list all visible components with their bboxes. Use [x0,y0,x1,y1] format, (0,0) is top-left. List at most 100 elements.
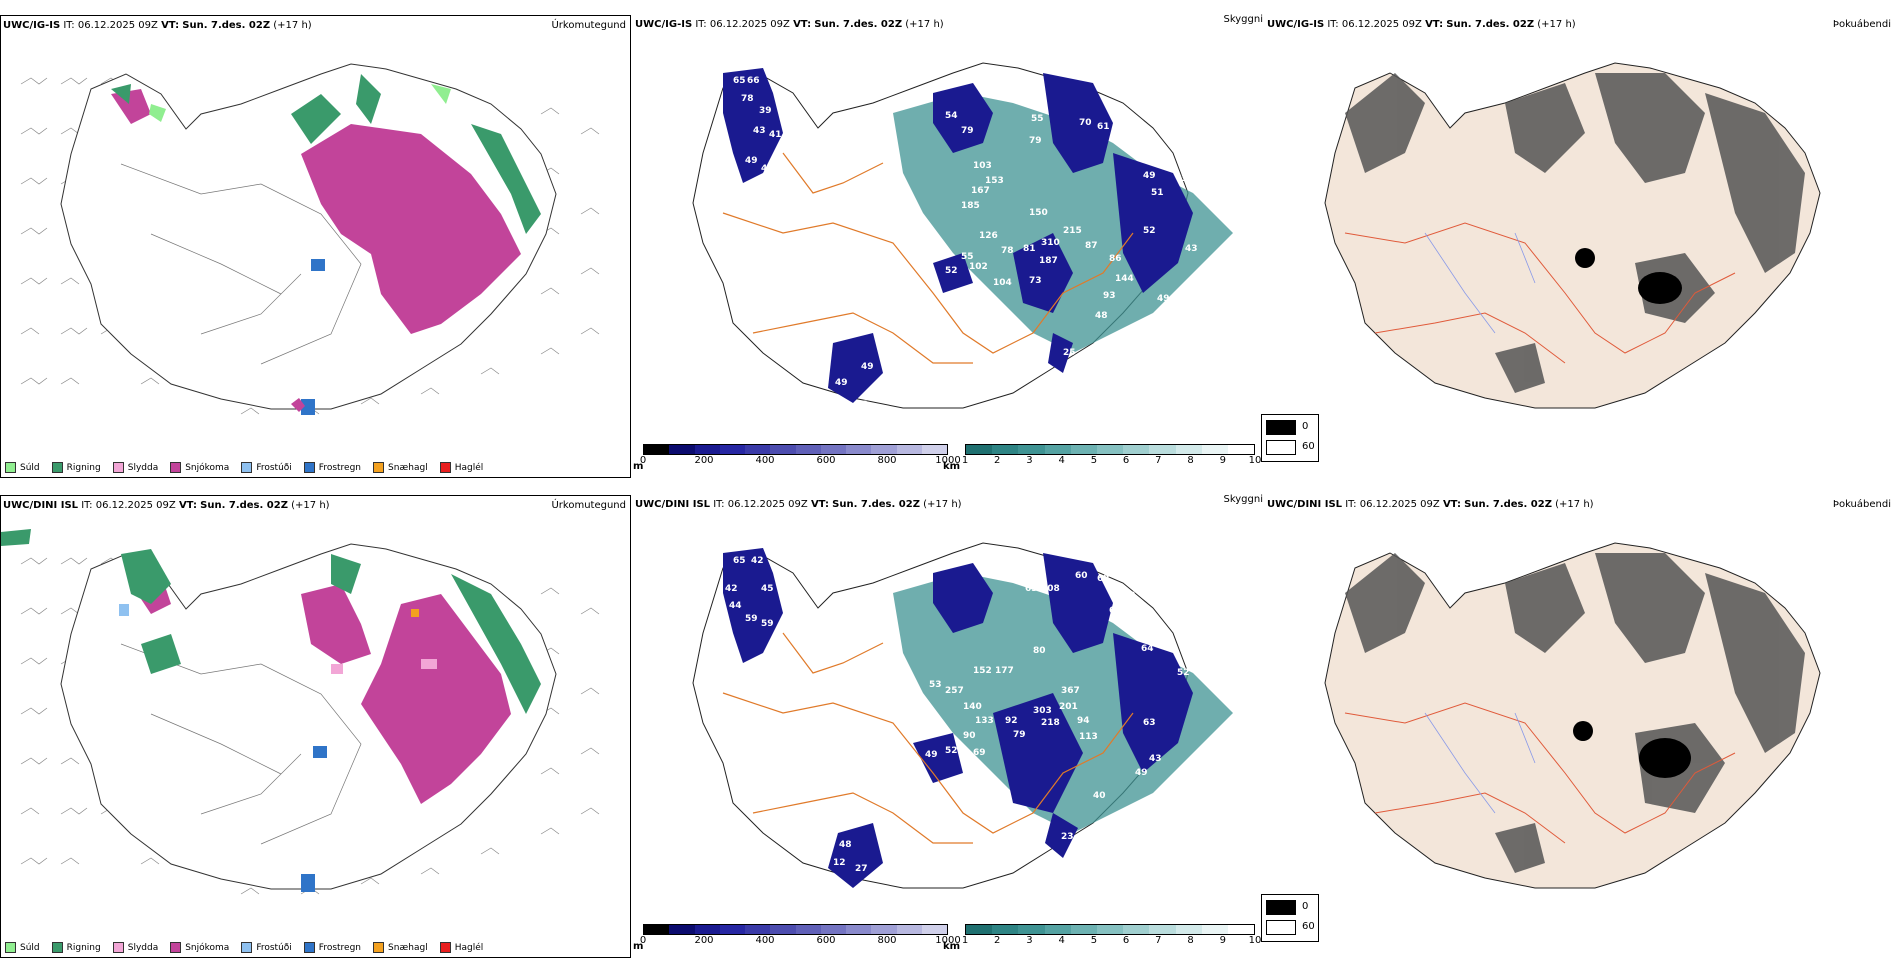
colorbar-swatch [1201,925,1228,934]
ceiling-label: 65 [733,76,746,86]
ceiling-label: 64 [1141,644,1154,654]
ceiling-label: 49 [761,164,774,174]
panel-header: UWC/IG-IS IT: 06.12.2025 09Z VT: Sun. 7.… [1267,19,1576,30]
colorbar-tick: 0 [639,455,647,466]
legend-item: Rigning [51,462,101,473]
ceiling-label: 93 [1103,291,1116,301]
ceiling-label: 40 [1093,791,1106,801]
legend-item: Snæhagl [373,462,428,473]
colorbar-swatch [1175,445,1202,454]
colorbar-swatch [846,445,872,454]
colorbar-tick: 1000 [935,455,961,466]
ceiling-label: 140 [963,702,982,712]
colorbar-tick: 6 [1122,935,1130,946]
colorbar-swatch [896,445,922,454]
ceiling-label: 63 [1143,718,1156,728]
colorbar-swatch [644,925,670,934]
colorbar-swatch [921,925,947,934]
colorbar-swatch [846,925,872,934]
ceiling-label: 52 [1143,226,1156,236]
ceiling-colorbar: 0 200 400 600 800 1000 [640,924,961,946]
colorbar-tick: 7 [1155,935,1162,946]
ceiling-label: 66 [747,76,760,86]
ceiling-map: 65 66 78 39 43 41 49 49 57 91 98 54 79 1… [692,62,1233,410]
iceland-outline [1324,62,1821,409]
colorbar-tick: 10 [1248,455,1262,466]
colorbar-swatch [795,445,821,454]
ceiling-label: 49 [1157,294,1170,304]
colorbar-tick: 200 [694,455,714,466]
legend-item: Snæhagl [373,942,428,953]
colorbar-swatch [745,925,771,934]
ceiling-label: 70 [1079,118,1092,128]
ceiling-label: 52 [945,746,958,756]
ceiling-label: 367 [1061,686,1080,696]
colorbar-tick: 1000 [935,935,961,946]
colorbar-swatch [966,925,993,934]
colorbar-tick: 3 [1026,935,1033,946]
colorbar-tick: 1 [961,455,969,466]
ceiling-label: 73 [1029,276,1042,286]
legend-item: Haglél [439,942,483,953]
panel-title-precip: Úrkomutegund [551,20,626,31]
ceiling-label: 104 [993,278,1012,288]
ceiling-label: 23 [1061,832,1074,842]
ceiling-label: 49 [1135,768,1148,778]
ceiling-labels-bottom: 65 42 42 44 45 59 59 70 85 63 108 60 62 … [725,556,1208,874]
colorbar-tick: 5 [1090,935,1098,946]
ceiling-label: 53 [929,680,942,690]
ceiling-label: 185 [961,201,980,211]
legend-item: Frostúði [241,462,292,473]
colorbar-tick: 800 [877,455,897,466]
precip-legend: Súld Rigning Slydda Snjókoma Frostúði Fr… [5,942,483,953]
legend-item: Haglél [439,462,483,473]
colorbar-swatch [1227,925,1255,934]
ceiling-label: 78 [1001,246,1014,256]
panel-header: UWC/IG-IS IT: 06.12.2025 09Z VT: Sun. 7.… [635,19,944,30]
ceiling-label: 167 [971,186,990,196]
ceiling-label: 61 [1097,122,1110,132]
legend-item: Súld [5,942,40,953]
colorbar-tick: 9 [1219,455,1226,466]
ceiling-label: 44 [729,601,742,611]
panel-title-ceiling: Skyggni [1223,494,1263,505]
panel-title-fog: Þokuábendi [1832,19,1891,30]
colorbar-swatch [795,925,821,934]
visibility-unit: km [943,941,961,952]
colorbar-tick: 4 [1058,455,1065,466]
precip-type-panel-bottom: UWC/DINI ISL IT: 06.12.2025 09Z VT: Sun.… [0,495,631,958]
fog-map [1324,542,1821,889]
ceiling-unit: m [633,941,644,952]
ceiling-label: 108 [1041,584,1060,594]
fog-indicator-panel-top: UWC/IG-IS IT: 06.12.2025 09Z VT: Sun. 7.… [1261,15,1895,478]
ceiling-label: 52 [945,266,958,276]
ceiling-label: 310 [1041,238,1060,248]
colorbar-swatch [871,925,897,934]
ceiling-label: 55 [1031,114,1044,124]
ceiling-label: 45 [761,584,774,594]
colorbar-tick: 2 [994,455,1001,466]
panel-header: UWC/DINI ISL IT: 06.12.2025 09Z VT: Sun.… [3,500,330,511]
legend-item: Slydda [112,942,158,953]
ceiling-label: 49 [1143,171,1156,181]
ceiling-label: 133 [975,716,994,726]
colorbar-swatch [745,445,771,454]
ceiling-label: 43 [753,126,766,136]
ceiling-labels-top: 65 66 78 39 43 41 49 49 57 91 98 54 79 1… [733,76,1198,410]
ceiling-label: 150 [1029,208,1048,218]
ceiling-label: 46 [1181,631,1194,641]
ceiling-label: 152 [973,666,992,676]
legend-item: Frostúði [241,942,292,953]
legend-item: Súld [5,462,40,473]
ceiling-label: 49 [745,156,758,166]
ceiling-label: 62 [1123,591,1136,601]
colorbar-swatch [1018,925,1045,934]
colorbar-swatch [644,445,670,454]
visibility-colorbar: 1 2 3 4 5 6 7 8 9 10 [962,924,1261,946]
ceiling-label: 144 [1115,274,1134,284]
ceiling-label: 52 [1177,668,1190,678]
ceiling-label: 43 [1149,754,1162,764]
ceiling-label: 52 [1151,631,1164,641]
colorbar-swatch [770,925,796,934]
panel-title-fog: Þokuábendi [1832,499,1891,510]
